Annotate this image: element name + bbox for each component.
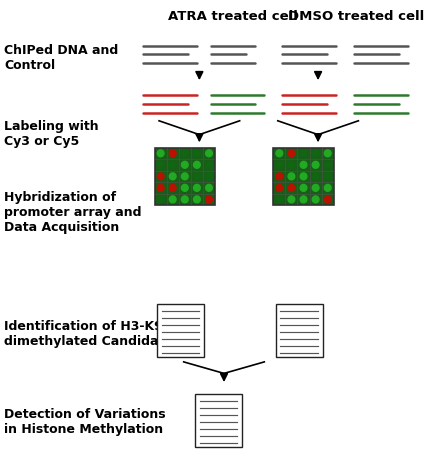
Circle shape [288,184,295,191]
Circle shape [312,196,319,203]
Circle shape [312,150,319,157]
Text: Identification of H3-K9
dimethylated Candidates: Identification of H3-K9 dimethylated Can… [4,320,181,348]
Circle shape [276,173,283,180]
Circle shape [312,184,319,191]
Circle shape [169,173,176,180]
Circle shape [324,184,331,191]
Circle shape [157,150,164,157]
Text: ATRA treated cell: ATRA treated cell [168,10,298,23]
Circle shape [300,161,307,168]
Bar [276,304,323,357]
Bar [195,394,242,447]
Circle shape [206,150,212,157]
Circle shape [181,184,188,191]
Circle shape [206,173,212,180]
Circle shape [300,184,307,191]
Circle shape [157,184,164,191]
Text: Detection of Variations
in Histone Methylation: Detection of Variations in Histone Methy… [4,408,166,436]
Circle shape [206,161,212,168]
Circle shape [169,196,176,203]
Circle shape [169,161,176,168]
Circle shape [324,173,331,180]
Circle shape [181,196,188,203]
Circle shape [300,150,307,157]
Text: Labeling with
Cy3 or Cy5: Labeling with Cy3 or Cy5 [4,120,99,148]
Circle shape [324,150,331,157]
Circle shape [300,173,307,180]
Bar [155,148,215,205]
Circle shape [276,161,283,168]
Circle shape [206,196,212,203]
Bar [157,304,204,357]
Circle shape [288,150,295,157]
Circle shape [300,196,307,203]
Circle shape [194,173,200,180]
Circle shape [288,196,295,203]
Circle shape [194,161,200,168]
Circle shape [194,196,200,203]
Circle shape [276,184,283,191]
Circle shape [288,161,295,168]
Circle shape [157,161,164,168]
Text: DMSO treated cell: DMSO treated cell [288,10,424,23]
Circle shape [276,150,283,157]
Circle shape [194,184,200,191]
Circle shape [324,161,331,168]
Bar [273,148,334,205]
Circle shape [181,161,188,168]
Circle shape [181,173,188,180]
Circle shape [157,196,164,203]
Circle shape [206,184,212,191]
Circle shape [312,173,319,180]
Circle shape [288,173,295,180]
Circle shape [181,150,188,157]
Circle shape [312,161,319,168]
Circle shape [194,150,200,157]
Circle shape [169,150,176,157]
Text: ChIPed DNA and
Control: ChIPed DNA and Control [4,44,119,71]
Text: Hybridization of
promoter array and
Data Acquisition: Hybridization of promoter array and Data… [4,190,142,234]
Circle shape [324,196,331,203]
Circle shape [276,196,283,203]
Circle shape [157,173,164,180]
Circle shape [169,184,176,191]
